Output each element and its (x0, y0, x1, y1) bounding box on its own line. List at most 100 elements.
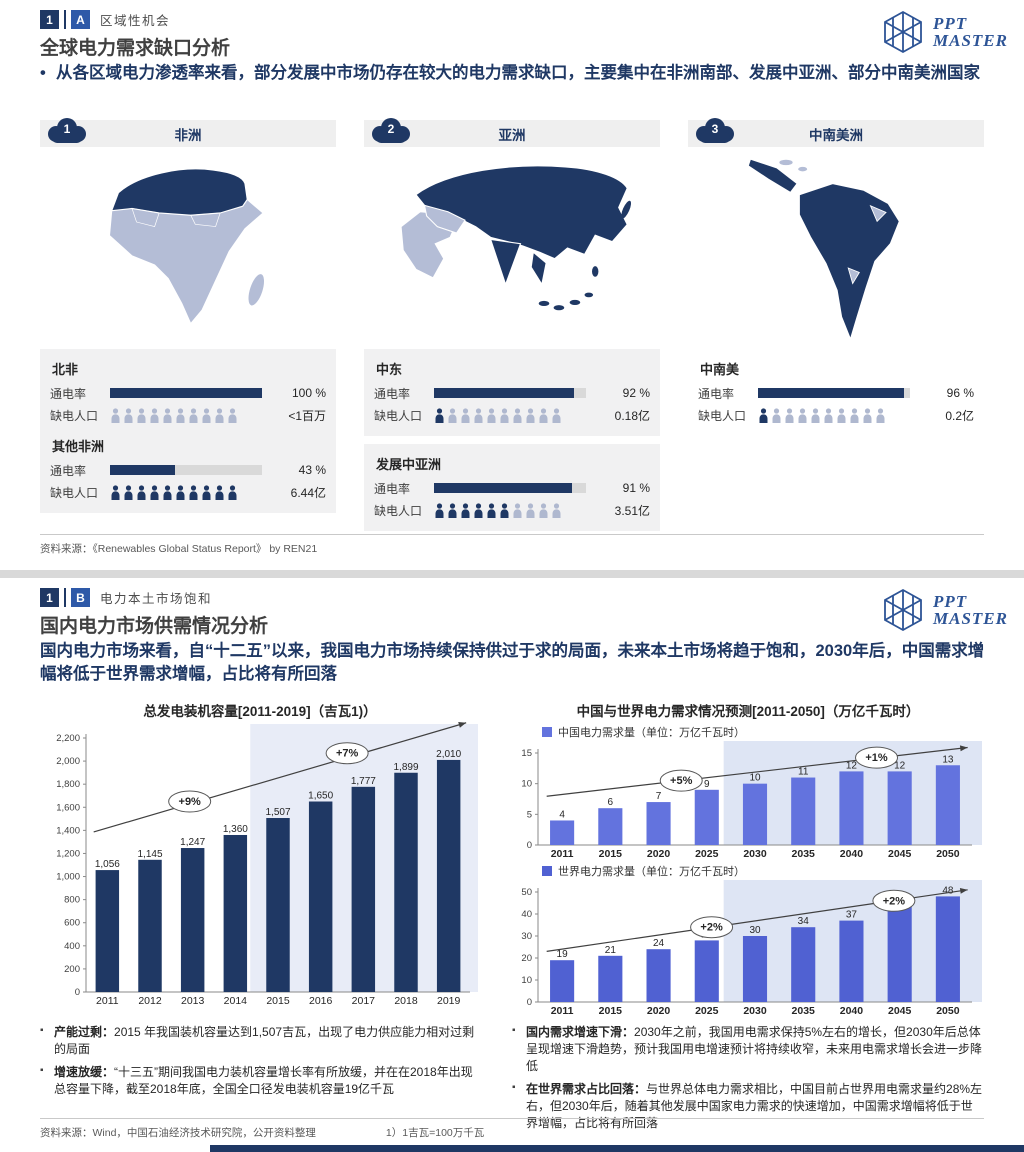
svg-text:2017: 2017 (352, 995, 376, 1007)
svg-text:+7%: +7% (336, 748, 359, 760)
svg-text:400: 400 (64, 941, 80, 952)
slide-letter-badge: B (71, 588, 90, 607)
stat-group-latam: 中南美 通电率 96 % 缺电人口 0.2亿 (698, 359, 974, 426)
svg-text:21: 21 (605, 945, 617, 956)
slide2-lead: 国内电力市场来看，自“十二五”以来，我国电力市场持续保持供过于求的局面，未来本土… (40, 640, 990, 687)
demand-notes: 国内需求增速下滑：2030年之前，我国用电需求保持5%左右的增长，但2030年后… (512, 1024, 984, 1138)
gem-icon (884, 588, 922, 632)
stat-value: 0.18亿 (614, 408, 650, 423)
stats-panel-middle-east: 中东 通电率 92 % 缺电人口 0.18亿 (364, 349, 660, 436)
svg-text:2025: 2025 (695, 1005, 719, 1017)
legend-swatch (542, 726, 552, 737)
asia-map-svg (400, 165, 632, 311)
group-name: 北非 (52, 362, 79, 377)
svg-text:2012: 2012 (138, 995, 162, 1007)
region-number: 1 (63, 122, 71, 136)
region-header-latam: 3 中南美洲 (688, 118, 984, 147)
kicker: 1 B 电力本土市场饱和 (40, 588, 1008, 607)
svg-text:2045: 2045 (888, 1005, 912, 1017)
svg-text:1,899: 1,899 (393, 762, 418, 773)
svg-text:11: 11 (798, 767, 809, 778)
note-text: “十三五”期间我国电力装机容量增长率有所放缓，并在在2018年出现总容量下降，截… (54, 1065, 473, 1097)
note-text: 2015 年我国装机容量达到1,507吉瓦，出现了电力供应能力相对过剩的局面 (54, 1025, 475, 1057)
svg-text:9: 9 (704, 779, 710, 790)
people-icons (434, 407, 586, 423)
stat-group-north-africa: 北非 通电率 100 % 缺电人口 <1百万 (50, 359, 326, 426)
svg-text:+9%: +9% (179, 796, 202, 808)
bar-fill (434, 483, 573, 493)
region-columns: 1 非洲 北非 通电率 (40, 118, 984, 531)
cloud-icon (696, 118, 734, 143)
svg-text:+2%: +2% (700, 922, 723, 934)
svg-text:2016: 2016 (309, 995, 333, 1007)
stat-label: 通电率 (50, 463, 87, 478)
africa-map-svg (108, 168, 265, 325)
ppt-master-logo: PPT MASTER (881, 588, 1008, 632)
region-name: 亚洲 (498, 127, 526, 143)
stats-panel-africa: 北非 通电率 100 % 缺电人口 <1百万 其他非洲 (40, 349, 336, 513)
stat-value: 0.2亿 (945, 408, 974, 423)
svg-text:2015: 2015 (599, 1005, 623, 1017)
slide1-lead: • 从各区域电力渗透率来看，部分发展中市场仍存在较大的电力需求缺口，主要集中在非洲… (40, 62, 1006, 85)
svg-text:2015: 2015 (266, 995, 290, 1007)
logo-line1: PPT (933, 591, 968, 611)
ppt-master-logo: PPT MASTER (881, 10, 1008, 54)
stat-label: 缺电人口 (50, 485, 99, 500)
electrification-bar (434, 388, 586, 398)
badge-separator (64, 10, 66, 29)
svg-text:0: 0 (527, 840, 532, 851)
stat-label: 通电率 (374, 481, 411, 496)
group-name: 中南美 (700, 362, 740, 377)
svg-text:2013: 2013 (181, 995, 205, 1007)
electrification-bar (110, 465, 262, 475)
svg-text:2,000: 2,000 (56, 756, 80, 767)
svg-text:1,650: 1,650 (308, 791, 333, 802)
svg-text:1,777: 1,777 (351, 776, 376, 787)
people-icons (110, 407, 262, 423)
notes-row: 产能过剩：2015 年我国装机容量达到1,507吉瓦，出现了电力供应能力相对过剩… (40, 1024, 984, 1138)
svg-text:2025: 2025 (695, 848, 719, 860)
logo-line2: MASTER (933, 31, 1008, 50)
stat-label: 缺电人口 (50, 408, 99, 423)
note-lead: 产能过剩： (54, 1025, 115, 1039)
svg-text:2018: 2018 (394, 995, 418, 1007)
slide1-lead-text: 从各区域电力渗透率来看，部分发展中市场仍存在较大的电力需求缺口，主要集中在非洲南… (56, 64, 980, 82)
people-icons (110, 484, 262, 500)
note-item: 在世界需求占比回落：与世界总体电力需求相比，中国目前占世界用电需求量约28%左右… (512, 1081, 984, 1132)
svg-text:2019: 2019 (437, 995, 461, 1007)
stat-label: 通电率 (698, 386, 735, 401)
svg-text:2030: 2030 (743, 1005, 767, 1017)
svg-text:2040: 2040 (840, 1005, 864, 1017)
svg-text:2,200: 2,200 (56, 733, 80, 744)
svg-text:1,600: 1,600 (56, 802, 80, 813)
svg-text:12: 12 (894, 760, 906, 771)
capacity-notes: 产能过剩：2015 年我国装机容量达到1,507吉瓦，出现了电力供应能力相对过剩… (40, 1024, 480, 1138)
bar-fill (758, 388, 904, 398)
note-text: 2030年之前，我国用电需求保持5%左右的增长，但2030年后总体呈现增速下滑趋… (526, 1025, 983, 1074)
source-text: 资料来源：Wind，中国石油经济技术研究院，公开资料整理 (40, 1127, 316, 1139)
svg-text:10: 10 (749, 773, 761, 784)
slide-domestic-market: 1 B 电力本土市场饱和 PPT MASTER 国内电力市场供需情况分析 (0, 578, 1024, 1152)
svg-text:30: 30 (521, 931, 532, 942)
svg-text:1,000: 1,000 (56, 872, 80, 883)
svg-text:37: 37 (846, 910, 858, 921)
region-number: 2 (387, 122, 395, 136)
note-item: 增速放缓：“十三五”期间我国电力装机容量增长率有所放缓，并在在2018年出现总容… (40, 1064, 480, 1098)
svg-text:5: 5 (527, 809, 532, 820)
svg-text:20: 20 (521, 953, 532, 964)
electrification-bar (758, 388, 910, 398)
capacity-chart-block: 总发电装机容量[2011-2019]（吉瓦1)） 0 200 400 600 800 1,… (40, 700, 480, 1018)
people-icons (434, 502, 586, 518)
slide-regional-opportunity: 1 A 区域性机会 PPT MASTER 全球电力需求缺口分析 (0, 0, 1024, 570)
svg-text:2015: 2015 (599, 848, 623, 860)
section-label: 电力本土市场饱和 (100, 592, 213, 606)
cloud-icon (372, 118, 410, 143)
source-note: 资料来源：Wind，中国石油经济技术研究院，公开资料整理 1）1吉瓦=100万千… (40, 1118, 984, 1140)
bar-fill (434, 388, 574, 398)
gem-icon (884, 10, 922, 54)
legend-label: 中国电力需求量（单位：万亿千瓦时） (558, 726, 745, 739)
cloud-icon (48, 118, 86, 143)
population-gap-row: 缺电人口 0.2亿 (698, 404, 974, 426)
region-header-africa: 1 非洲 (40, 118, 336, 147)
